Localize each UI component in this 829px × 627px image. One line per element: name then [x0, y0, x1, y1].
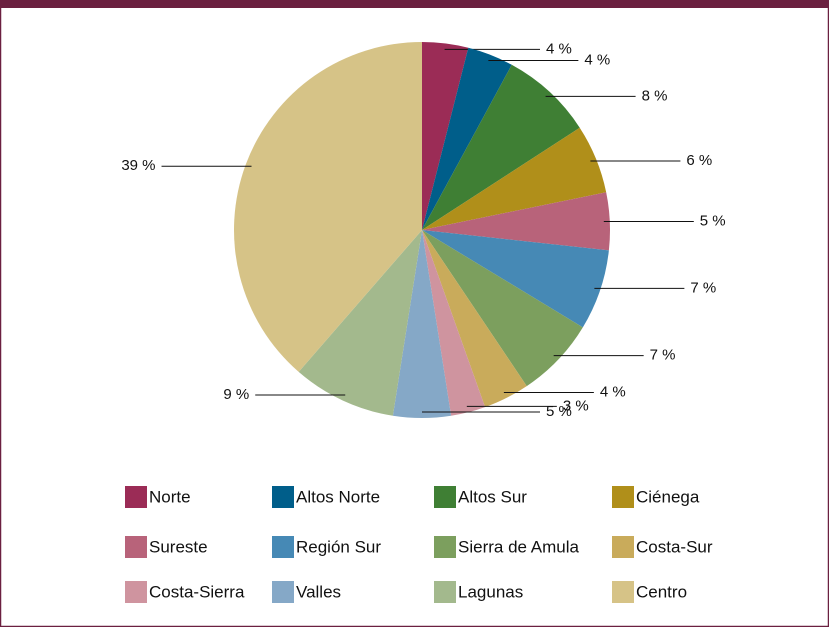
legend-label: Región Sur — [296, 537, 381, 556]
legend-label: Centro — [636, 582, 687, 601]
data-label: 39 % — [121, 157, 155, 174]
pie-slice — [298, 230, 422, 416]
pie-slice — [392, 230, 452, 418]
pie-slice — [422, 230, 486, 416]
legend-swatch — [612, 536, 634, 558]
legend-label: Costa-Sierra — [149, 582, 245, 601]
data-label: 4 % — [546, 40, 572, 57]
data-label: 8 % — [642, 87, 668, 104]
pie-slice — [422, 127, 607, 230]
pie-slice — [422, 230, 527, 408]
pie-slice — [422, 192, 610, 251]
pie-slice — [422, 230, 583, 387]
legend-label: Ciénega — [636, 487, 700, 506]
legend-label: Altos Sur — [458, 487, 527, 506]
legend-swatch — [272, 581, 294, 603]
legend-label: Costa-Sur — [636, 537, 713, 556]
data-label: 3 % — [563, 397, 589, 414]
legend-label: Altos Norte — [296, 487, 380, 506]
pie-slice — [422, 230, 609, 328]
data-label: 7 % — [650, 347, 676, 364]
legend-label: Valles — [296, 582, 341, 601]
data-label: 9 % — [223, 386, 249, 403]
legend-swatch — [434, 581, 456, 603]
legend-swatch — [125, 536, 147, 558]
legend-label: Sierra de Amula — [458, 537, 579, 556]
data-label: 4 % — [600, 384, 626, 401]
legend-swatch — [434, 536, 456, 558]
legend-swatch — [272, 486, 294, 508]
data-label: 5 % — [700, 212, 726, 229]
data-label: 5 % — [546, 403, 572, 420]
legend-label: Norte — [149, 487, 191, 506]
data-label: 7 % — [690, 279, 716, 296]
legend-label: Lagunas — [458, 582, 523, 601]
data-label: 6 % — [686, 152, 712, 169]
pie-slice — [422, 47, 512, 230]
top-bar — [0, 0, 829, 8]
legend-swatch — [434, 486, 456, 508]
legend-swatch — [125, 486, 147, 508]
pie-slice — [233, 41, 422, 372]
legend-swatch — [612, 486, 634, 508]
legend-swatch — [272, 536, 294, 558]
data-label: 4 % — [584, 52, 610, 69]
pie-slice — [422, 64, 580, 231]
pie-slice — [422, 42, 469, 230]
legend-label: Sureste — [149, 537, 208, 556]
legend-swatch — [612, 581, 634, 603]
legend-swatch — [125, 581, 147, 603]
